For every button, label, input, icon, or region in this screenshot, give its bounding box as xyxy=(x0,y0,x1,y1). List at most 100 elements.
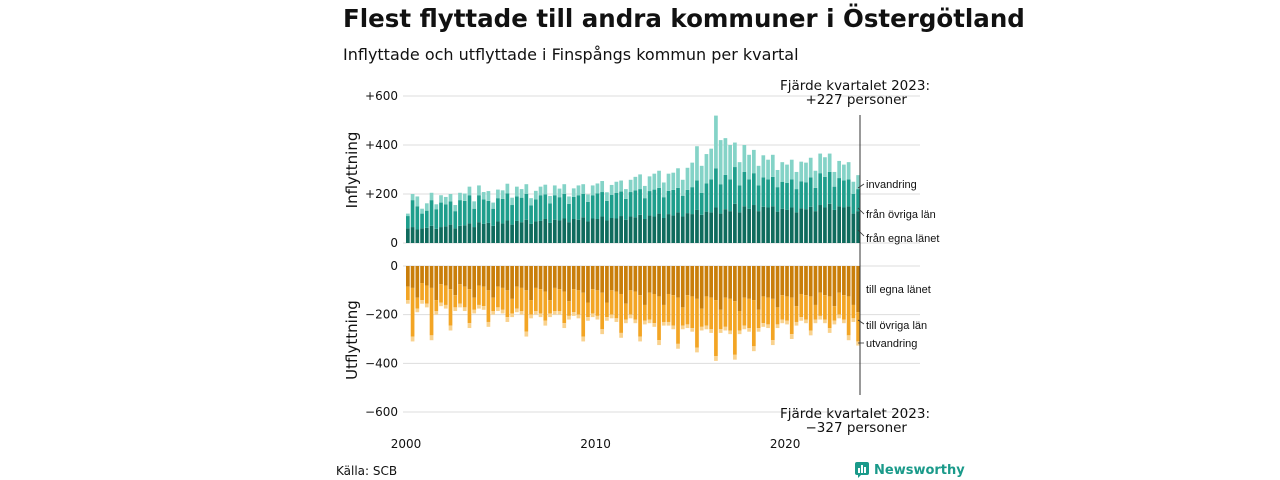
bar-out-segment-1 xyxy=(799,293,804,318)
bar-out-segment-2 xyxy=(448,325,453,331)
bar-out-segment-1 xyxy=(685,295,690,325)
bar-out-segment-0 xyxy=(519,266,524,288)
bar-in-segment-0 xyxy=(443,226,448,243)
bar-in-segment-1 xyxy=(695,180,699,210)
bar-out-segment-0 xyxy=(448,266,453,290)
bar-in-segment-2 xyxy=(552,185,557,196)
bar-out-segment-0 xyxy=(676,266,680,298)
bar-out-segment-0 xyxy=(856,266,860,313)
bar-out-segment-2 xyxy=(548,313,552,318)
bar-in-segment-0 xyxy=(505,220,510,243)
bar-out-segment-1 xyxy=(789,297,794,335)
bar-out-segment-2 xyxy=(406,300,410,304)
bar-in-segment-1 xyxy=(562,194,567,219)
bar-out-segment-1 xyxy=(742,297,747,326)
seg-label-utvandring: utvandring xyxy=(866,338,917,350)
bar-out-segment-0 xyxy=(751,266,756,301)
bar-out-segment-2 xyxy=(714,356,718,361)
annotation-top-line1: Fjärde kvartalet 2023: xyxy=(780,78,930,94)
bar-in-segment-1 xyxy=(543,194,548,219)
bar-out-segment-2 xyxy=(737,330,742,335)
bar-out-segment-2 xyxy=(619,332,623,338)
bar-out-segment-1 xyxy=(538,289,543,314)
bar-in-segment-2 xyxy=(519,189,524,198)
bar-in-segment-0 xyxy=(533,221,538,243)
bar-out-segment-0 xyxy=(524,266,529,291)
bar-in-segment-1 xyxy=(804,182,808,210)
bar-in-segment-1 xyxy=(714,168,718,208)
bar-out-segment-0 xyxy=(477,266,481,286)
bar-in-segment-0 xyxy=(851,213,856,243)
y-tick-label-in: +200 xyxy=(365,187,398,201)
bar-in-segment-0 xyxy=(690,214,695,243)
bar-out-segment-1 xyxy=(595,290,600,316)
bar-out-segment-1 xyxy=(590,289,595,314)
bar-in-segment-1 xyxy=(690,187,695,215)
bar-out-segment-0 xyxy=(666,266,671,294)
bar-in-segment-0 xyxy=(789,207,794,243)
bar-in-segment-1 xyxy=(851,194,856,214)
bar-out-segment-1 xyxy=(647,292,652,320)
bar-out-segment-0 xyxy=(766,266,770,298)
bar-out-segment-2 xyxy=(657,340,661,346)
bar-out-segment-0 xyxy=(846,266,851,297)
bar-out-segment-0 xyxy=(709,266,714,298)
bar-in-segment-2 xyxy=(496,189,500,199)
bar-in-segment-2 xyxy=(524,184,529,194)
bar-out-segment-0 xyxy=(410,266,415,288)
bar-in-segment-0 xyxy=(742,206,747,243)
bar-in-segment-2 xyxy=(695,146,699,181)
y-tick-label-out: −600 xyxy=(365,405,398,419)
bar-in-segment-1 xyxy=(581,194,586,218)
bar-in-segment-1 xyxy=(496,198,500,222)
bar-in-segment-0 xyxy=(510,224,514,243)
bar-out-segment-1 xyxy=(619,293,623,333)
bar-in-segment-1 xyxy=(837,178,841,207)
bar-out-segment-0 xyxy=(552,266,557,288)
bar-out-segment-1 xyxy=(524,290,529,332)
bar-out-segment-1 xyxy=(813,304,818,320)
bar-in-segment-1 xyxy=(770,176,775,207)
bar-out-segment-2 xyxy=(718,329,723,333)
bar-out-segment-2 xyxy=(699,326,704,331)
bar-in-segment-0 xyxy=(590,218,595,243)
bar-in-segment-2 xyxy=(714,115,718,169)
bar-in-segment-0 xyxy=(491,225,496,243)
bar-out-segment-1 xyxy=(533,287,538,312)
bar-out-segment-1 xyxy=(704,296,709,326)
bar-in-segment-1 xyxy=(529,205,533,224)
bar-out-segment-2 xyxy=(685,324,690,329)
bar-in-segment-0 xyxy=(600,216,605,243)
bar-in-segment-1 xyxy=(614,192,619,219)
bar-out-segment-0 xyxy=(737,266,742,312)
bar-in-segment-1 xyxy=(434,209,439,229)
bar-out-segment-2 xyxy=(804,319,808,324)
bar-out-segment-2 xyxy=(415,308,420,313)
bar-out-segment-0 xyxy=(543,266,548,292)
bar-out-segment-2 xyxy=(600,329,605,335)
bar-in-segment-2 xyxy=(609,184,614,195)
bar-in-segment-2 xyxy=(614,181,619,193)
bar-out-segment-2 xyxy=(481,306,486,310)
bar-out-segment-0 xyxy=(462,266,467,287)
bar-in-segment-0 xyxy=(751,205,756,243)
bar-in-segment-1 xyxy=(633,190,638,218)
bar-out-segment-0 xyxy=(434,266,439,301)
bar-out-segment-0 xyxy=(467,266,472,290)
bar-out-segment-1 xyxy=(562,291,567,324)
bar-out-segment-0 xyxy=(515,266,519,287)
bar-in-segment-0 xyxy=(605,220,609,243)
bar-out-segment-1 xyxy=(576,290,581,315)
bar-in-segment-0 xyxy=(562,218,567,243)
bar-in-segment-2 xyxy=(832,171,837,187)
bar-out-segment-1 xyxy=(709,297,714,330)
bar-out-segment-2 xyxy=(557,311,562,315)
bar-out-segment-2 xyxy=(562,323,567,329)
bar-out-segment-2 xyxy=(794,321,799,326)
bar-out-segment-1 xyxy=(443,285,448,305)
bar-out-segment-2 xyxy=(661,321,666,326)
bar-in-segment-2 xyxy=(733,142,737,168)
bar-in-segment-1 xyxy=(775,187,780,212)
bar-in-segment-1 xyxy=(429,200,434,226)
bar-in-segment-1 xyxy=(500,198,505,224)
